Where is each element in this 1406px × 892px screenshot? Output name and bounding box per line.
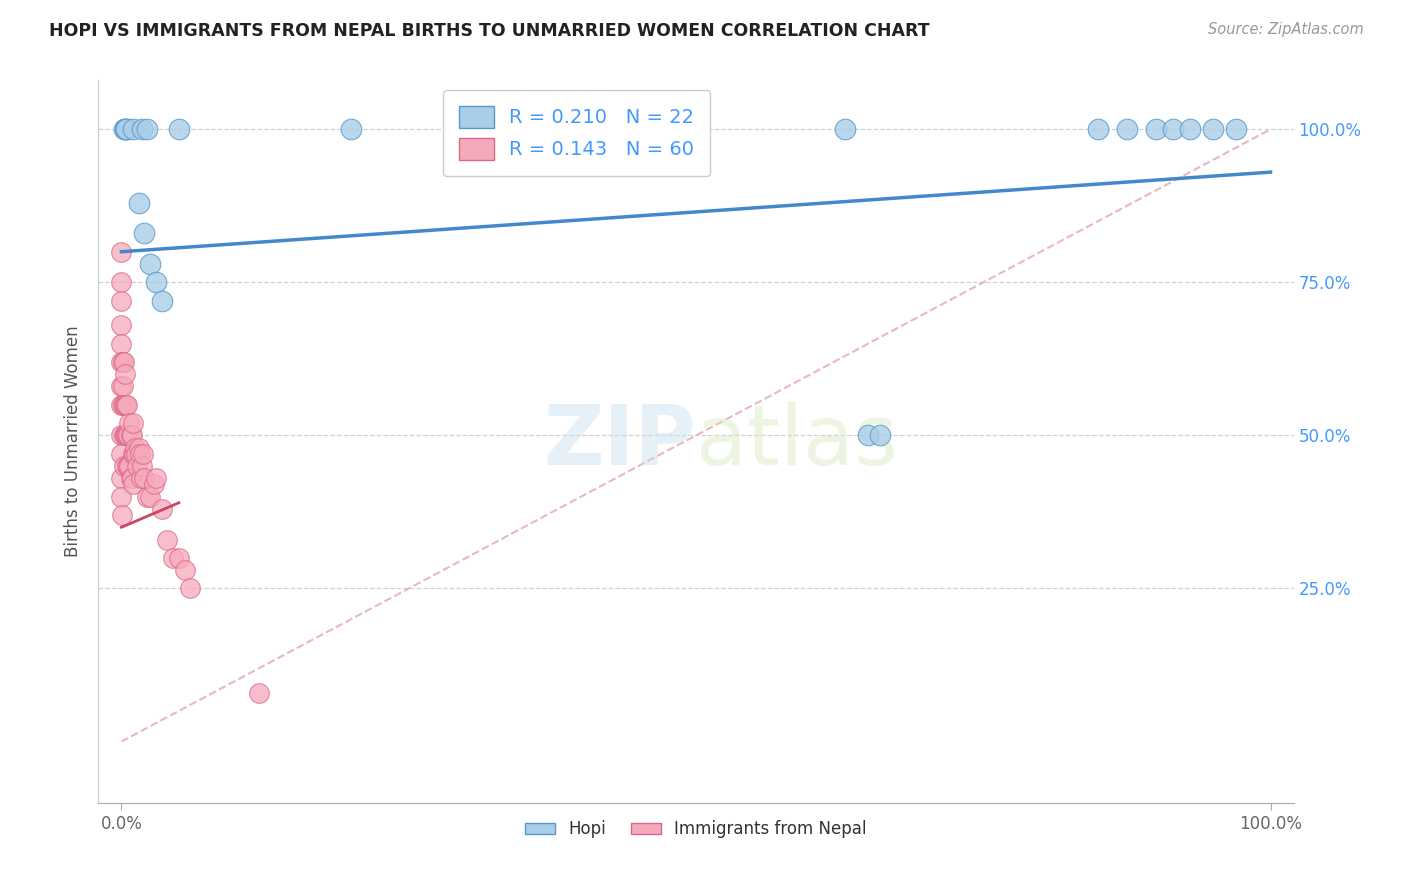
Point [112,355,135,369]
Point [110,318,132,333]
Point [112,428,135,442]
Point [1087,122,1109,136]
Point [110,336,132,351]
Point [142,477,165,491]
Point [129,471,152,485]
Text: HOPI VS IMMIGRANTS FROM NEPAL BIRTHS TO UNMARRIED WOMEN CORRELATION CHART: HOPI VS IMMIGRANTS FROM NEPAL BIRTHS TO … [49,22,929,40]
Point [117,458,139,473]
Point [111,508,134,522]
Point [120,428,142,442]
Point [135,490,157,504]
Point [340,122,363,136]
Point [110,355,132,369]
Point [115,122,138,136]
Point [115,428,138,442]
Point [122,447,145,461]
Point [110,398,132,412]
Point [122,122,145,136]
Y-axis label: Births to Unmarried Women: Births to Unmarried Women [65,326,83,558]
Point [115,122,138,136]
Point [115,458,138,473]
Point [167,122,190,136]
Point [110,428,132,442]
Point [110,244,132,259]
Point [112,458,135,473]
Point [131,458,153,473]
Point [120,471,142,485]
Point [132,447,155,461]
Point [1178,122,1201,136]
Point [117,428,139,442]
Point [139,490,162,504]
Point [110,379,132,393]
Point [115,398,138,412]
Point [167,550,190,565]
Point [128,447,150,461]
Point [122,416,145,430]
Point [150,502,173,516]
Point [858,428,880,442]
Point [1202,122,1225,136]
Point [110,490,132,504]
Point [145,276,167,290]
Text: atlas: atlas [696,401,897,482]
Point [1161,122,1184,136]
Point [128,195,150,210]
Legend: Hopi, Immigrants from Nepal: Hopi, Immigrants from Nepal [519,814,873,845]
Point [127,458,149,473]
Point [110,276,132,290]
Point [125,447,148,461]
Point [110,471,132,485]
Point [115,428,138,442]
Point [112,122,135,136]
Point [122,477,145,491]
Point [135,122,157,136]
Point [115,398,138,412]
Point [128,441,150,455]
Point [179,582,201,596]
Point [121,471,143,485]
Point [139,257,162,271]
Point [111,379,134,393]
Point [145,471,167,485]
Point [162,550,184,565]
Point [122,447,145,461]
Point [173,563,195,577]
Point [247,685,270,699]
Point [134,227,156,241]
Point [156,533,179,547]
Point [111,398,134,412]
Point [834,122,856,136]
Point [114,398,136,412]
Point [150,293,173,308]
Point [114,428,136,442]
Point [869,428,891,442]
Point [110,447,132,461]
Text: ZIP: ZIP [544,401,696,482]
Point [131,122,153,136]
Point [114,122,136,136]
Point [124,441,146,455]
Point [114,367,136,381]
Point [118,416,141,430]
Point [112,398,135,412]
Point [134,471,156,485]
Point [110,293,132,308]
Point [1144,122,1167,136]
Point [121,428,143,442]
Point [1115,122,1137,136]
Text: Source: ZipAtlas.com: Source: ZipAtlas.com [1208,22,1364,37]
Point [118,458,141,473]
Point [111,355,134,369]
Point [1225,122,1247,136]
